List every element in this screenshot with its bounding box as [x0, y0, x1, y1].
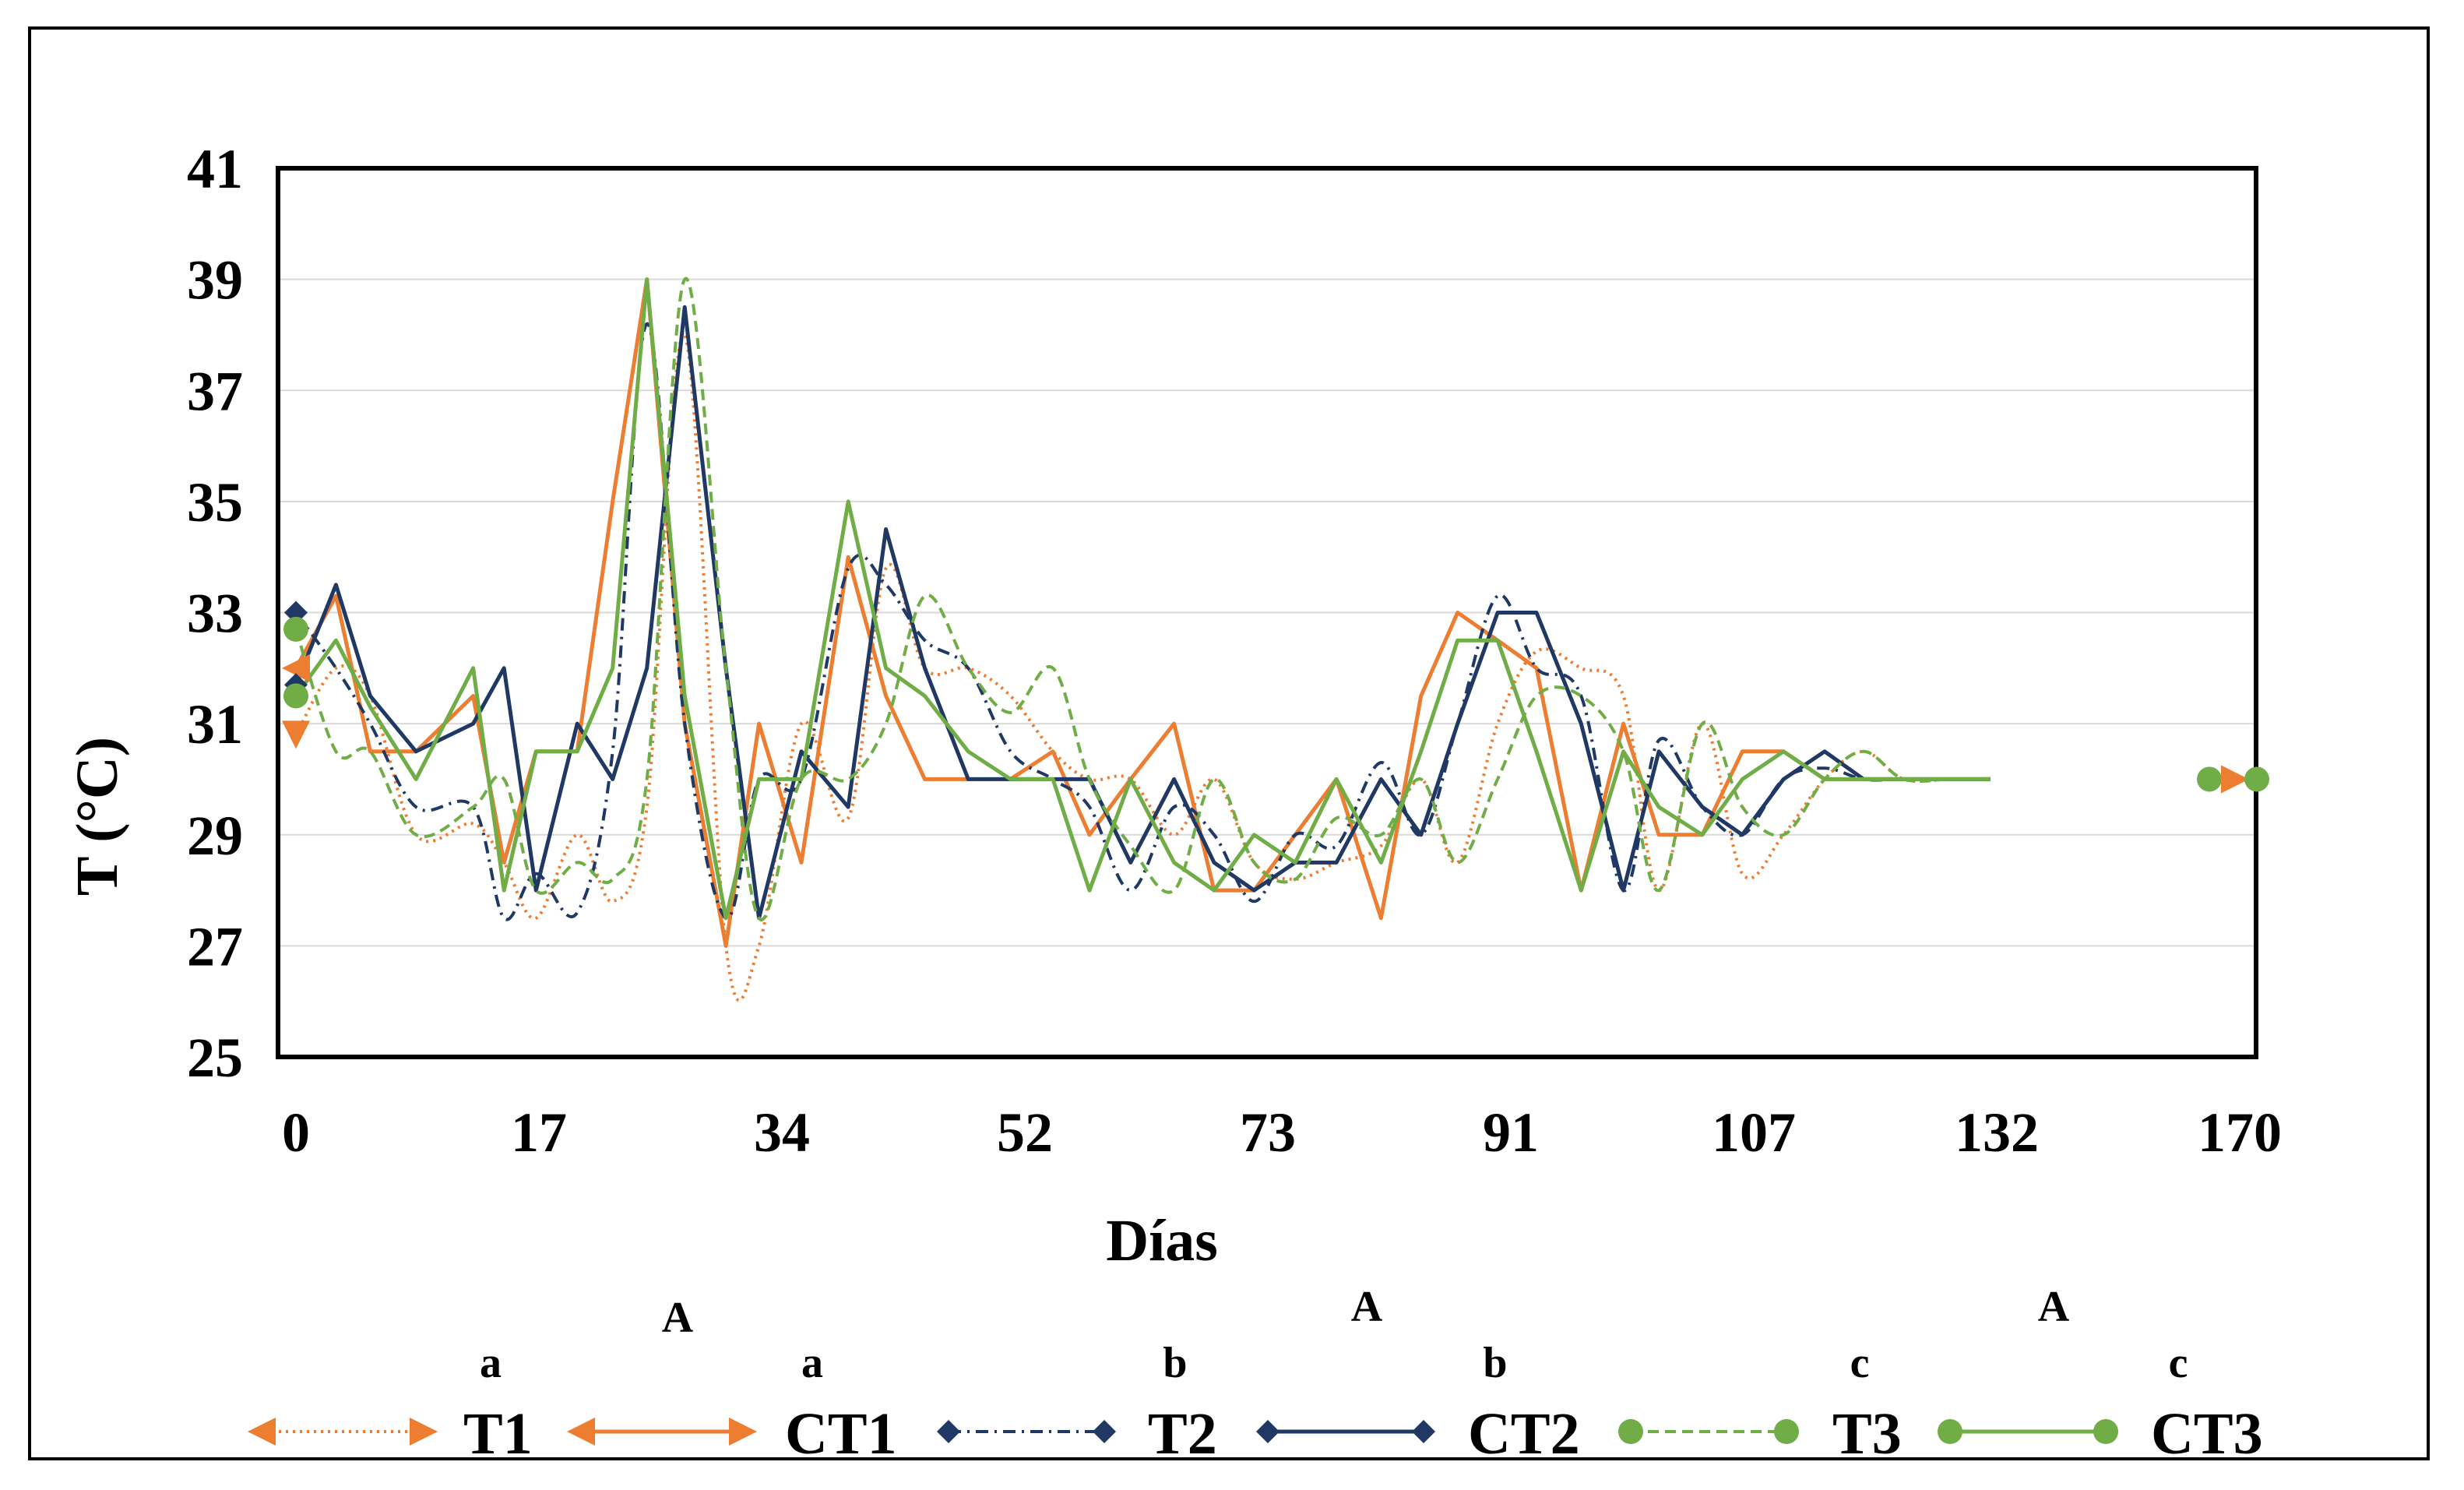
significance-letter: a [801, 1339, 823, 1387]
y-axis-ticks: 25 27 29 31 33 35 37 39 41 [187, 138, 243, 1089]
x-tick-label: 34 [754, 1101, 810, 1164]
series-point-marker [729, 1418, 757, 1446]
gridlines [278, 278, 2256, 947]
series-point-marker [1093, 1420, 1116, 1443]
series-line-ct3 [294, 277, 1991, 921]
y-tick-label: 33 [187, 583, 243, 645]
y-tick-label: 27 [187, 915, 243, 977]
group-significance-letter: A [662, 1294, 694, 1342]
series-point-marker [2221, 765, 2249, 794]
series-point-marker [1412, 1420, 1435, 1443]
y-tick-label: 35 [187, 471, 243, 534]
y-tick-label: 41 [187, 138, 243, 200]
x-tick-label: 0 [282, 1101, 310, 1164]
x-tick-label: 132 [1955, 1101, 2039, 1164]
series-point-marker [1774, 1419, 1799, 1444]
x-axis-ticks: 0 17 34 52 73 91 107 132 170 [282, 1101, 2282, 1164]
significance-letter: a [480, 1339, 502, 1387]
x-tick-label: 17 [511, 1101, 567, 1164]
series-point-marker [2197, 766, 2222, 792]
group-significance-letter: A [2038, 1283, 2070, 1331]
x-axis-title: Días [1106, 1208, 1218, 1273]
plot-area-border [276, 166, 2258, 1059]
y-axis-title: T (°C) [65, 737, 130, 896]
legend-label: CT2 [1468, 1401, 1580, 1457]
x-tick-label: 52 [997, 1101, 1053, 1164]
y-tick-label: 39 [187, 249, 243, 312]
significance-letter: c [2169, 1339, 2188, 1387]
x-tick-label: 107 [1712, 1101, 1796, 1164]
x-tick-label: 73 [1240, 1101, 1296, 1164]
series-line-t1 [294, 332, 1991, 1002]
legend-label: T2 [1148, 1401, 1217, 1457]
x-tick-label: 91 [1483, 1101, 1539, 1164]
chart-frame: 25 27 29 31 33 35 37 39 41 0 17 34 52 73 91 107 132 170 … [28, 26, 2430, 1460]
series-point-marker [1938, 1419, 1962, 1444]
series-point-marker [1256, 1420, 1280, 1443]
series-point-marker [283, 616, 308, 642]
series-line-ct2 [294, 305, 1991, 921]
series-lines [294, 277, 1991, 1002]
series-point-marker [410, 1418, 438, 1446]
x-tick-label: 170 [2198, 1101, 2282, 1164]
legend: T1 a CT1 a T2 b CT2 b T3 c CT3 c A A A [248, 1283, 2263, 1457]
series-line-t2 [294, 322, 1991, 921]
series-point-marker [1618, 1419, 1643, 1444]
series-point-marker [283, 683, 308, 709]
series-line-t3 [294, 277, 1991, 921]
series-point-marker [2093, 1419, 2118, 1444]
legend-label: T3 [1832, 1401, 1902, 1457]
group-significance-letter: A [1351, 1283, 1383, 1331]
series-point-marker [567, 1418, 595, 1446]
y-tick-label: 37 [187, 360, 243, 422]
y-tick-label: 25 [187, 1027, 243, 1089]
series-point-marker [248, 1418, 276, 1446]
legend-label: CT3 [2151, 1401, 2263, 1457]
series-point-marker [2244, 766, 2269, 792]
y-tick-label: 29 [187, 805, 243, 867]
legend-label: T1 [463, 1401, 533, 1457]
series-point-marker [937, 1420, 960, 1443]
series-point-marker [282, 720, 310, 749]
y-tick-label: 31 [187, 693, 243, 756]
significance-letter: c [1850, 1339, 1870, 1387]
significance-letter: b [1483, 1339, 1507, 1387]
series-point-marker [282, 653, 310, 682]
significance-letter: b [1163, 1339, 1187, 1387]
legend-label: CT1 [785, 1401, 897, 1457]
series-end-markers [282, 601, 2269, 794]
